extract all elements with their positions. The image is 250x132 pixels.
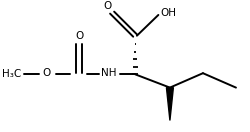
Text: O: O bbox=[104, 1, 112, 11]
Text: H₃C: H₃C bbox=[2, 69, 21, 79]
Text: NH: NH bbox=[102, 68, 117, 78]
Polygon shape bbox=[166, 88, 173, 121]
Text: O: O bbox=[75, 31, 83, 41]
Text: O: O bbox=[42, 69, 50, 79]
Text: OH: OH bbox=[160, 8, 176, 18]
